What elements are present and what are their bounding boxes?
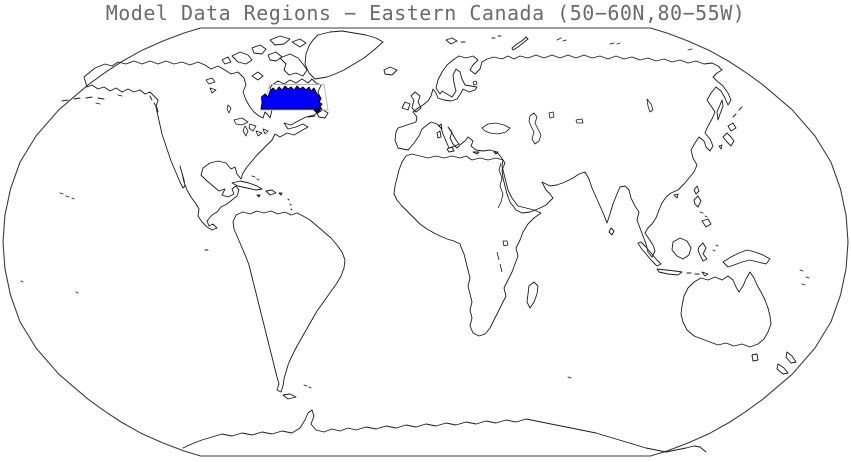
coastline-arctic-russia-islands [445, 35, 693, 51]
coastline-caribbean [231, 175, 293, 211]
great-lakes [205, 77, 269, 137]
lake-aral-balkhash-baikal-ladoga [472, 80, 654, 124]
african-lakes-nile-river [496, 162, 509, 273]
coastline-north-america [83, 60, 322, 231]
coastline-indonesia [637, 237, 771, 277]
coastline-south-america [232, 210, 346, 400]
coastline-antarctica [182, 409, 707, 453]
coastline-aleutians-pacific-islands [20, 94, 810, 379]
coastline-british-isles-iceland [383, 66, 422, 113]
map-title: Model Data Regions − Eastern Canada (50−… [105, 1, 746, 25]
coastline-greenland [304, 30, 384, 80]
coastline-east-asia-islands [608, 99, 743, 236]
model-data-region [260, 84, 329, 114]
coastlines [20, 30, 810, 453]
coastline-mediterranean-islands [436, 123, 499, 155]
lake-caspian-sea [528, 112, 542, 145]
coastline-newfoundland [307, 109, 329, 119]
lake-black-sea [481, 122, 511, 135]
coastline-madagascar [526, 281, 539, 309]
coastline-australia-nz [680, 271, 797, 375]
lakes-and-rivers [205, 77, 654, 273]
coastline-arctic-islands [221, 35, 308, 81]
projection-boundary [2, 27, 849, 457]
highlighted-region-eastern-canada [260, 85, 323, 114]
coastline-eurasia [394, 54, 732, 258]
coastline-africa [393, 153, 542, 337]
